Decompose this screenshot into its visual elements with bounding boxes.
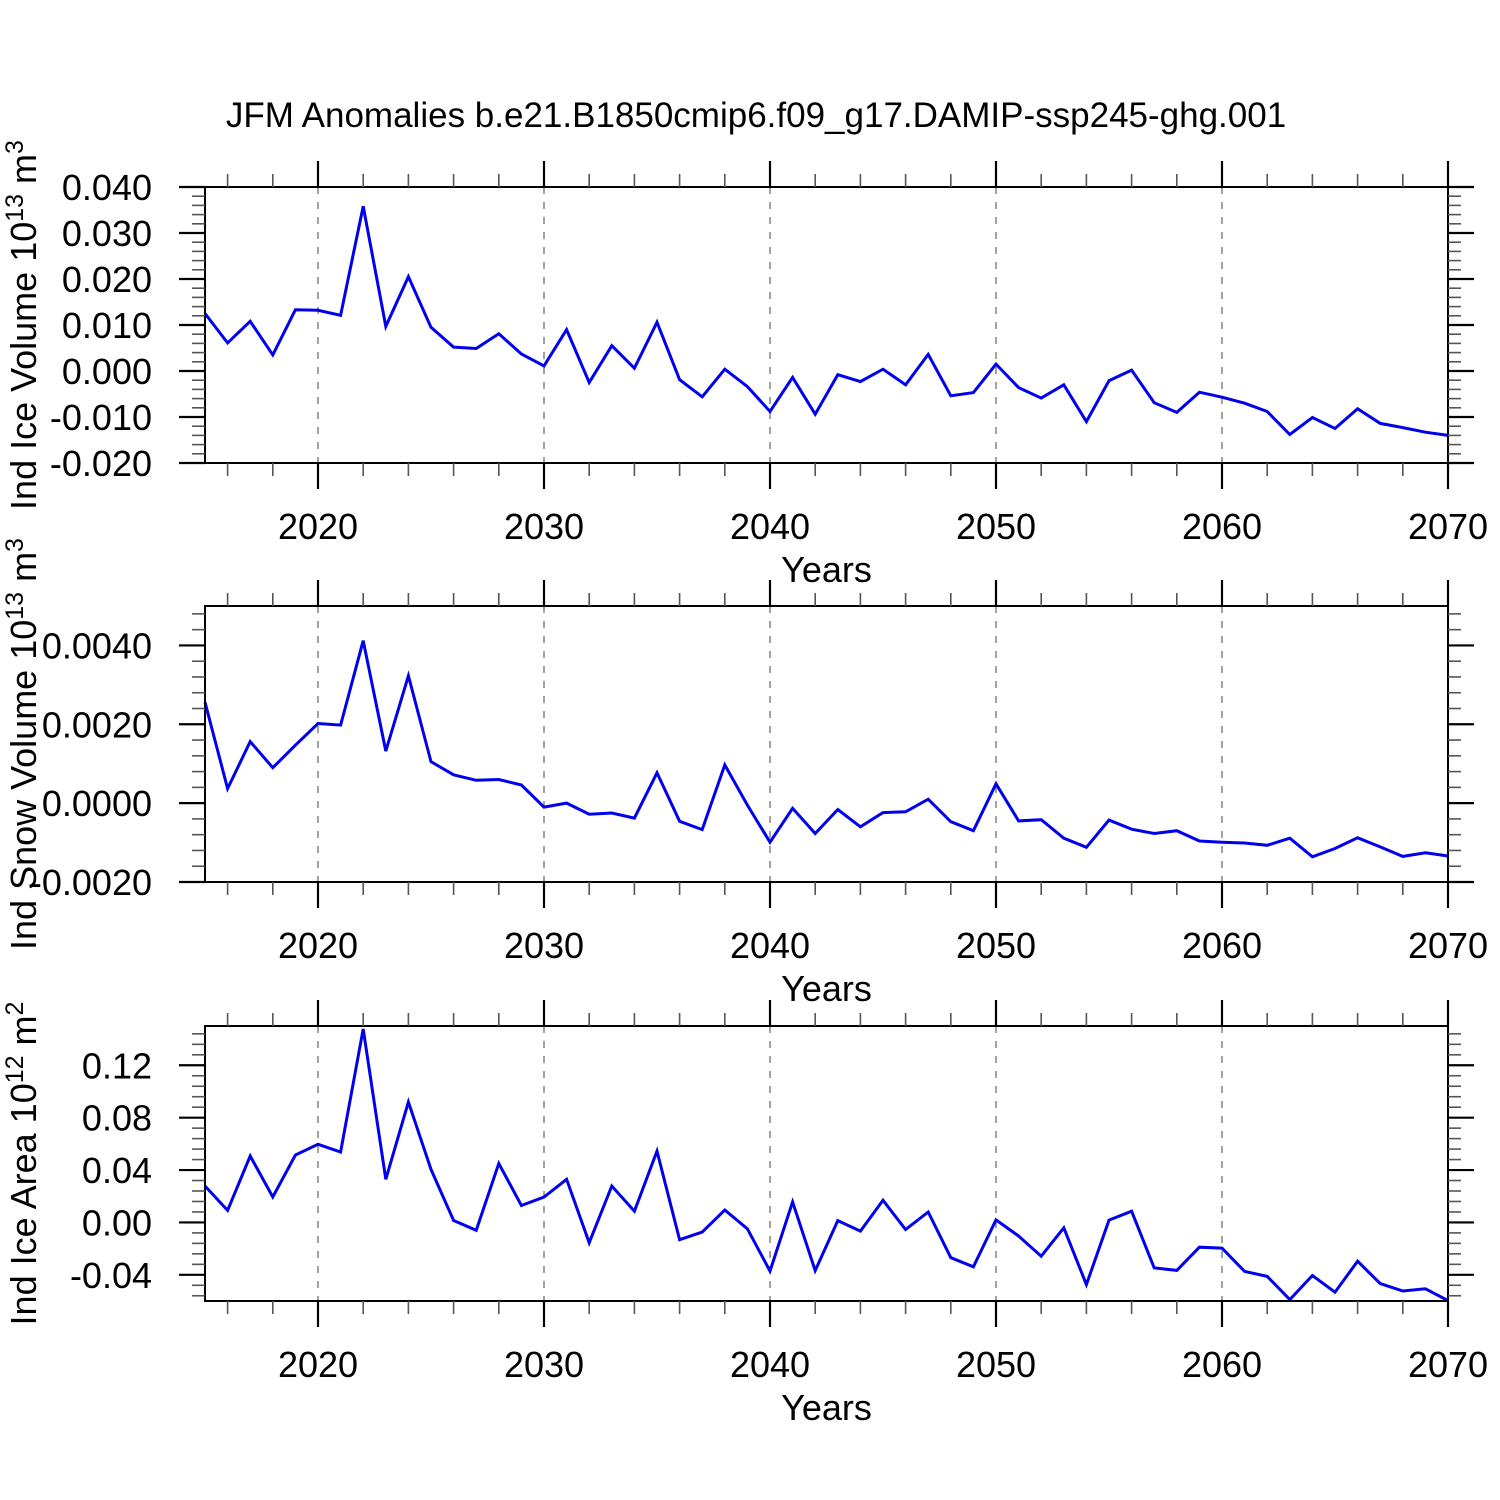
y-tick-label: 0.040 [62, 167, 152, 208]
chart-panels: 2020 2030 2040 2050 2060 2070 0.040 0.030 0.020 0… [1, 140, 1488, 1428]
data-line-ind-ice-volume [203, 205, 1449, 437]
x-tick-label: 2060 [1182, 1344, 1262, 1385]
plot-frame [204, 605, 1449, 883]
x-tick-label: 2030 [504, 925, 584, 966]
y-tick-label: 0.04 [82, 1150, 152, 1191]
y-tick-label: 0.12 [82, 1045, 152, 1086]
y-tick-label: -0.020 [50, 443, 152, 484]
x-tick-label: 2040 [730, 1344, 810, 1385]
data-line-ind-snow-volume [203, 640, 1449, 859]
x-tick-label: 2020 [278, 1344, 358, 1385]
data-line-ind-ice-area [203, 1028, 1449, 1302]
x-tick-label: 2050 [956, 1344, 1036, 1385]
y-tick-label: 0.0000 [42, 783, 152, 824]
x-tick-label: 2070 [1408, 506, 1488, 547]
y-tick-label: -0.0020 [30, 862, 152, 903]
x-tick-label: 2070 [1408, 1344, 1488, 1385]
x-tick-label: 2030 [504, 506, 584, 547]
x-axis-label: Years [781, 968, 872, 1009]
y-tick-label: -0.04 [70, 1255, 152, 1296]
panel-ind-ice-volume: 2020 2030 2040 2050 2060 2070 0.040 0.030 0.020 0… [1, 140, 1488, 590]
y-tick-label: 0.030 [62, 213, 152, 254]
x-tick-label: 2030 [504, 1344, 584, 1385]
y-tick-label: 0.020 [62, 259, 152, 300]
y-tick-label: 0.0020 [42, 704, 152, 745]
x-tick-label: 2070 [1408, 925, 1488, 966]
x-tick-label: 2060 [1182, 925, 1262, 966]
x-axis-label: Years [781, 549, 872, 590]
y-axis-label: Ind Ice Volume 1013 m3 [1, 140, 44, 510]
x-tick-label: 2060 [1182, 506, 1262, 547]
panel-ind-ice-area: 2020 2030 2040 2050 2060 2070 0.12 0.08 0.04 0.00… [1, 1000, 1488, 1428]
plot-frame [204, 186, 1449, 464]
y-axis-label: Ind Ice Area 1012 m2 [1, 1002, 44, 1326]
y-tick-label: 0.0040 [42, 625, 152, 666]
y-tick-label: -0.010 [50, 397, 152, 438]
plot-frame [204, 1025, 1449, 1302]
y-axis-label: Ind Snow Volume 1013 m3 [1, 538, 44, 950]
x-tick-label: 2040 [730, 506, 810, 547]
y-tick-label: 0.000 [62, 351, 152, 392]
x-tick-label: 2020 [278, 506, 358, 547]
y-tick-label: 0.00 [82, 1202, 152, 1243]
y-tick-label: 0.08 [82, 1098, 152, 1139]
x-tick-label: 2040 [730, 925, 810, 966]
x-tick-label: 2020 [278, 925, 358, 966]
panel-ind-snow-volume: 2020 2030 2040 2050 2060 2070 0.0040 0.0020 0.00… [1, 538, 1488, 1009]
x-tick-label: 2050 [956, 925, 1036, 966]
figure-title: JFM Anomalies b.e21.B1850cmip6.f09_g17.D… [226, 96, 1286, 135]
x-tick-label: 2050 [956, 506, 1036, 547]
x-axis-label: Years [781, 1387, 872, 1428]
y-tick-label: 0.010 [62, 305, 152, 346]
